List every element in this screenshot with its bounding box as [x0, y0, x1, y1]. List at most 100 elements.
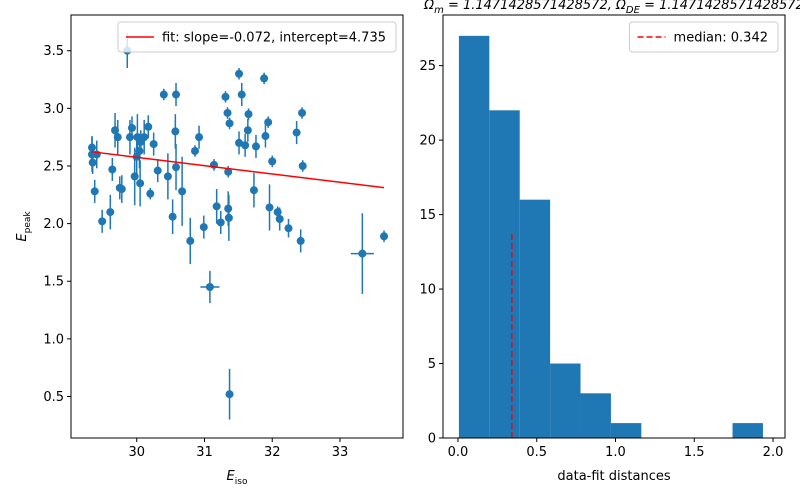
x-tick-label: 1.5 [684, 445, 705, 460]
chart-title-sub: DE [626, 5, 641, 16]
point [358, 249, 367, 258]
point [144, 122, 153, 131]
chart-title-part: = 1.1471428571428572 [640, 0, 800, 13]
point [178, 187, 187, 196]
point [237, 90, 246, 99]
histogram-bar [519, 199, 551, 438]
point [108, 165, 117, 174]
y-tick-label: 1.0 [43, 332, 64, 347]
x-tick-label: 2.0 [763, 445, 784, 460]
x-axis-label-sub: iso [235, 477, 248, 487]
y-tick-label: 3.5 [43, 44, 64, 59]
x-tick-label: 32 [264, 445, 281, 460]
histogram-bar [610, 423, 642, 438]
fit-line [91, 151, 385, 189]
point [260, 74, 269, 83]
point [136, 179, 145, 188]
point [261, 132, 270, 141]
point [90, 187, 99, 196]
y-tick-label: 2.0 [43, 217, 64, 232]
chart-title-sub: m [434, 5, 444, 16]
point [172, 90, 181, 99]
legend-label: median: 0.342 [674, 31, 768, 46]
x-tick-label: 0.5 [526, 445, 547, 460]
point [243, 126, 252, 135]
point [235, 69, 244, 78]
point [106, 208, 115, 217]
y-tick-label: 0 [428, 432, 436, 447]
point [249, 186, 258, 195]
point [244, 110, 253, 119]
x-tick-label: 30 [128, 445, 145, 460]
histogram-bar [580, 393, 611, 438]
point [190, 147, 199, 156]
legend-box [117, 21, 397, 53]
point [225, 119, 234, 128]
point [275, 215, 284, 224]
y-tick-label: 1.5 [43, 275, 64, 290]
y-tick-label: 2.5 [43, 159, 64, 174]
histogram-bar [458, 35, 490, 438]
point [235, 138, 244, 147]
y-axis-label-main: E [15, 233, 30, 242]
point [298, 161, 307, 170]
y-tick-label: 15 [419, 208, 436, 223]
point [216, 218, 225, 227]
point [146, 189, 155, 198]
legend-box [629, 21, 779, 53]
point [113, 133, 122, 142]
point [380, 232, 389, 241]
x-axis-label: Eiso [227, 469, 248, 487]
point [130, 172, 139, 181]
x-tick-label: 1.0 [605, 445, 626, 460]
point [296, 236, 305, 245]
point [298, 108, 307, 117]
point [284, 224, 293, 233]
plot-area [88, 33, 389, 420]
plot-area [458, 35, 763, 438]
point [159, 90, 168, 99]
point [224, 213, 233, 222]
x-tick-label: 0.0 [448, 445, 469, 460]
point [268, 157, 277, 166]
chart-title-part: = 1.1471428571428572, Ω [444, 0, 626, 13]
chart-title: Ωm = 1.1471428571428572, ΩDE = 1.1471428… [423, 0, 800, 16]
point [135, 147, 144, 156]
point [212, 202, 221, 211]
axes-frame [442, 14, 786, 439]
point [127, 123, 136, 132]
point [168, 212, 177, 221]
x-axis-label-main: E [227, 469, 236, 484]
point [172, 163, 181, 172]
legend: fit: slope=-0.072, intercept=4.735 [117, 21, 397, 53]
axes: 30 31 32 330.51.01.52.02.53.03.5EisoEpeakfi… [15, 14, 404, 487]
point [140, 133, 149, 142]
point [171, 127, 180, 136]
y-axis-label: Epeak [15, 211, 33, 242]
point [273, 208, 282, 217]
point [163, 172, 172, 181]
y-tick-label: 10 [419, 283, 436, 298]
histogram-bar [732, 423, 763, 438]
point [224, 167, 233, 176]
point [265, 203, 274, 212]
point [205, 283, 214, 292]
chart-title-part: Ω [423, 0, 434, 13]
point [98, 217, 107, 226]
y-tick-label: 25 [419, 59, 436, 74]
point [292, 128, 301, 137]
point [199, 223, 208, 232]
histogram-bar [550, 363, 581, 438]
point [149, 140, 158, 149]
x-tick-label: 33 [332, 445, 349, 460]
point [195, 133, 204, 142]
x-tick-label: 31 [196, 445, 213, 460]
point [264, 118, 273, 127]
point [153, 166, 162, 175]
x-axis-label: data-fit distances [557, 469, 670, 484]
point [186, 236, 195, 245]
point [241, 141, 250, 150]
point [88, 158, 97, 167]
y-tick-label: 3.0 [43, 102, 64, 117]
